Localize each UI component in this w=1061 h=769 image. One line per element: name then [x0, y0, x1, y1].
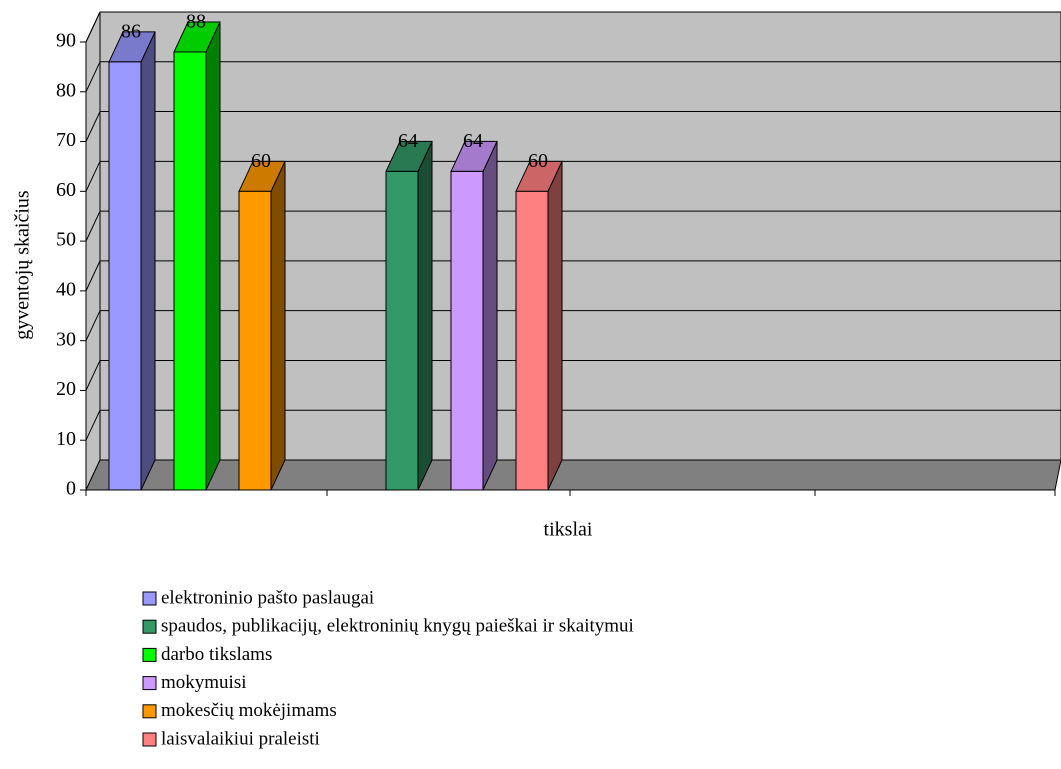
data-label: 88 [186, 11, 206, 33]
legend-swatch [142, 704, 157, 719]
x-axis-title: tikslai [544, 519, 593, 541]
legend-label: darbo tikslams [161, 644, 272, 665]
bar [450, 170, 484, 491]
grid-line [85, 111, 101, 142]
y-tick-label: 70 [56, 129, 76, 151]
bar [238, 190, 272, 491]
y-tick-label: 40 [56, 278, 76, 300]
side-wall [85, 11, 101, 491]
data-label: 60 [528, 150, 548, 172]
y-tick-label: 30 [56, 328, 76, 350]
legend-swatch [142, 676, 157, 691]
y-tick-label: 0 [66, 478, 76, 500]
grid-line [85, 61, 101, 92]
grid-line [85, 210, 101, 242]
data-label: 64 [398, 130, 418, 152]
y-tick-label: 50 [56, 229, 76, 251]
legend: elektroninio pašto paslaugai spaudos, pub… [142, 587, 634, 749]
legend-label: mokymuisi [161, 672, 247, 693]
floor [85, 459, 1061, 491]
bar-side [270, 161, 286, 491]
grid-line [85, 260, 101, 292]
legend-swatch [142, 619, 157, 634]
legend-label: elektroninio pašto paslaugai [161, 587, 374, 608]
grid-line [85, 310, 101, 341]
data-label: 64 [463, 130, 483, 152]
data-label: 60 [251, 150, 271, 172]
legend-label: laisvalaikiui praleisti [161, 728, 320, 749]
bar [173, 51, 207, 491]
y-tick-label: 10 [56, 428, 76, 450]
y-tick-label: 80 [56, 79, 76, 101]
legend-swatch [142, 647, 157, 662]
bar [385, 170, 419, 491]
grid-line [85, 410, 101, 441]
bar [515, 190, 549, 491]
bar-side [205, 21, 221, 491]
data-label: 86 [121, 21, 141, 43]
legend-swatch [142, 591, 157, 606]
legend-label: spaudos, publikacijų, elektroninių knygų… [161, 616, 634, 637]
legend-label: mokesčių mokėjimams [161, 700, 337, 721]
bar-side [417, 141, 433, 491]
grid-line [85, 11, 101, 43]
y-tick-label: 90 [56, 30, 76, 52]
y-tick-label: 20 [56, 378, 76, 400]
bar-side [140, 31, 156, 491]
bar-side [547, 161, 563, 491]
y-tick-label: 60 [56, 179, 76, 201]
grid-line [85, 161, 101, 192]
y-axis-title: gyventojų skaičius [12, 190, 34, 340]
bar-side [482, 141, 498, 491]
plot: 0 10 20 30 40 50 60 70 80 90 86 64 88 64 60 60 [56, 11, 1061, 500]
grid-line [85, 360, 101, 391]
bar [108, 61, 142, 491]
legend-swatch [142, 732, 157, 747]
